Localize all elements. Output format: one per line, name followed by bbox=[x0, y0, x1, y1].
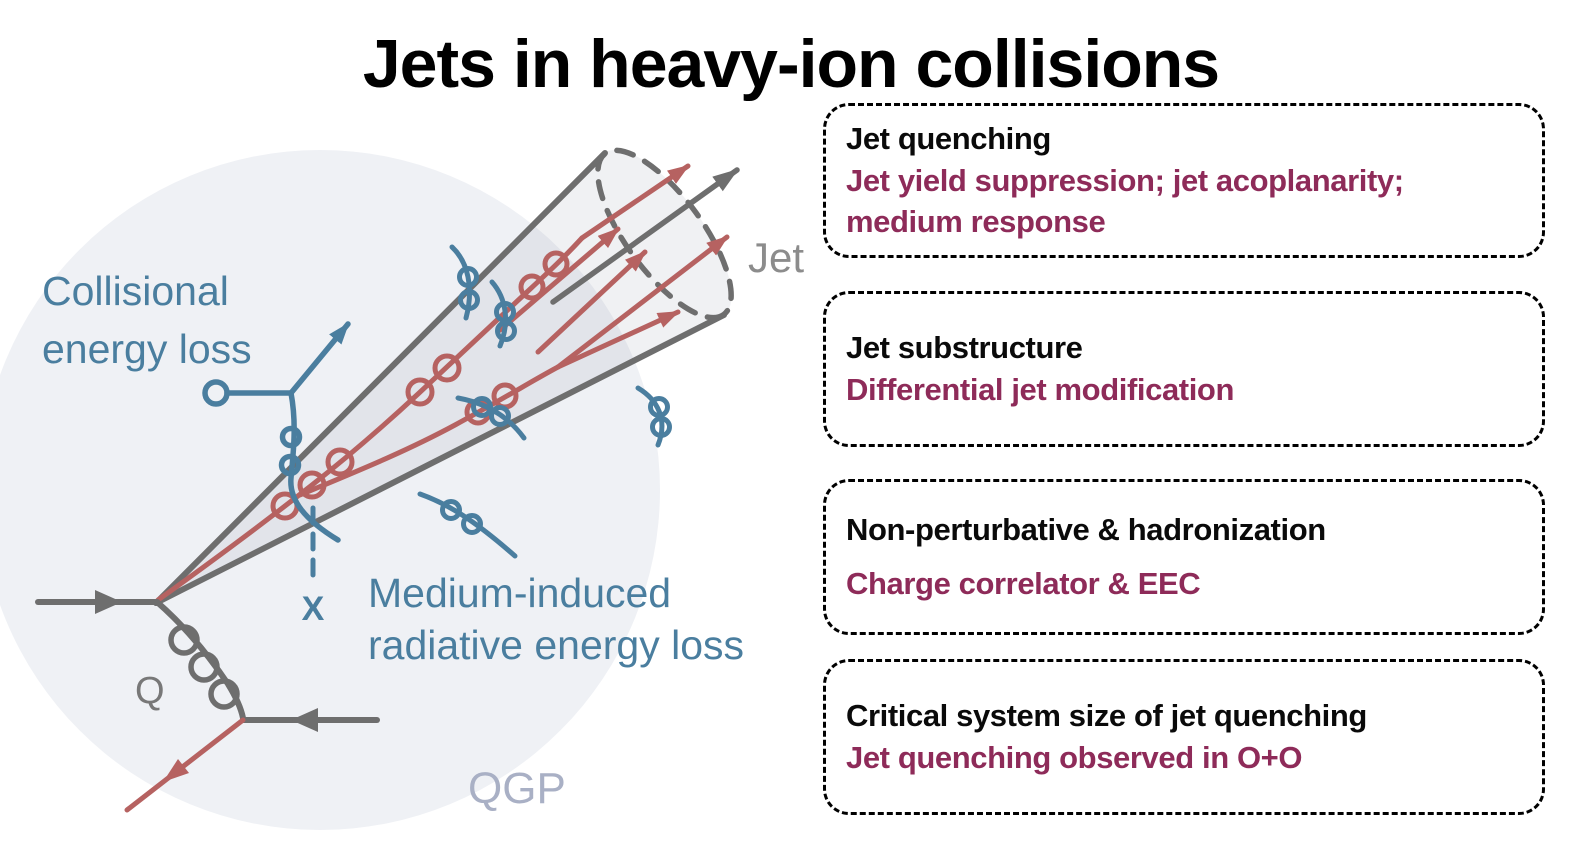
jet-axis-arrow bbox=[550, 167, 740, 305]
qgp-label: QGP bbox=[468, 764, 566, 813]
box-title: Non-perturbative & hadronization bbox=[846, 512, 1326, 548]
jet-quenching-diagram: X Collisional energy loss Medium-induced… bbox=[0, 147, 804, 830]
box-title: Critical system size of jet quenching bbox=[846, 698, 1367, 734]
box-title: Jet substructure bbox=[846, 330, 1083, 366]
box-title: Jet quenching bbox=[846, 121, 1051, 157]
incoming-arrowhead bbox=[95, 590, 122, 614]
hard-scattering-feynman bbox=[35, 590, 380, 813]
collisional-label-line1: Collisional bbox=[42, 268, 229, 314]
slide-title: Jets in heavy-ion collisions bbox=[362, 26, 1220, 102]
x-marker-label: X bbox=[302, 590, 325, 628]
quark-label: Q bbox=[135, 670, 165, 712]
jet-label: Jet bbox=[748, 234, 804, 281]
box-subtitle-line: Differential jet modification bbox=[846, 372, 1234, 407]
medium-induced-gluons-blue bbox=[417, 244, 672, 559]
topic-box-jet-quenching: Jet quenching Jet yield suppression; jet… bbox=[823, 103, 1545, 258]
collisional-label-line2: energy loss bbox=[42, 326, 252, 372]
collisional-scattering-blue bbox=[202, 321, 351, 543]
jet-cone-edges bbox=[153, 150, 727, 606]
topic-box-critical-system-size: Critical system size of jet quenching Je… bbox=[823, 659, 1545, 815]
box-subtitle-line: medium response bbox=[846, 204, 1106, 240]
topic-box-jet-substructure: Jet substructure Differential jet modifi… bbox=[823, 291, 1545, 447]
incoming-right-arrowhead bbox=[291, 708, 318, 732]
box-subtitle-line: Jet yield suppression; jet acoplanarity; bbox=[846, 162, 1404, 198]
outgoing-red-arrowhead bbox=[163, 759, 189, 782]
box-subtitle-line: Charge correlator & EEC bbox=[846, 566, 1201, 601]
medium-induced-label-line2: radiative energy loss bbox=[368, 622, 744, 668]
topic-box-non-perturbative: Non-perturbative & hadronization Charge … bbox=[823, 479, 1545, 635]
box-subtitle-line: Jet quenching observed in O+O bbox=[846, 740, 1303, 775]
medium-induced-label-line1: Medium-induced bbox=[368, 570, 671, 616]
parton-shower-red bbox=[155, 163, 730, 603]
